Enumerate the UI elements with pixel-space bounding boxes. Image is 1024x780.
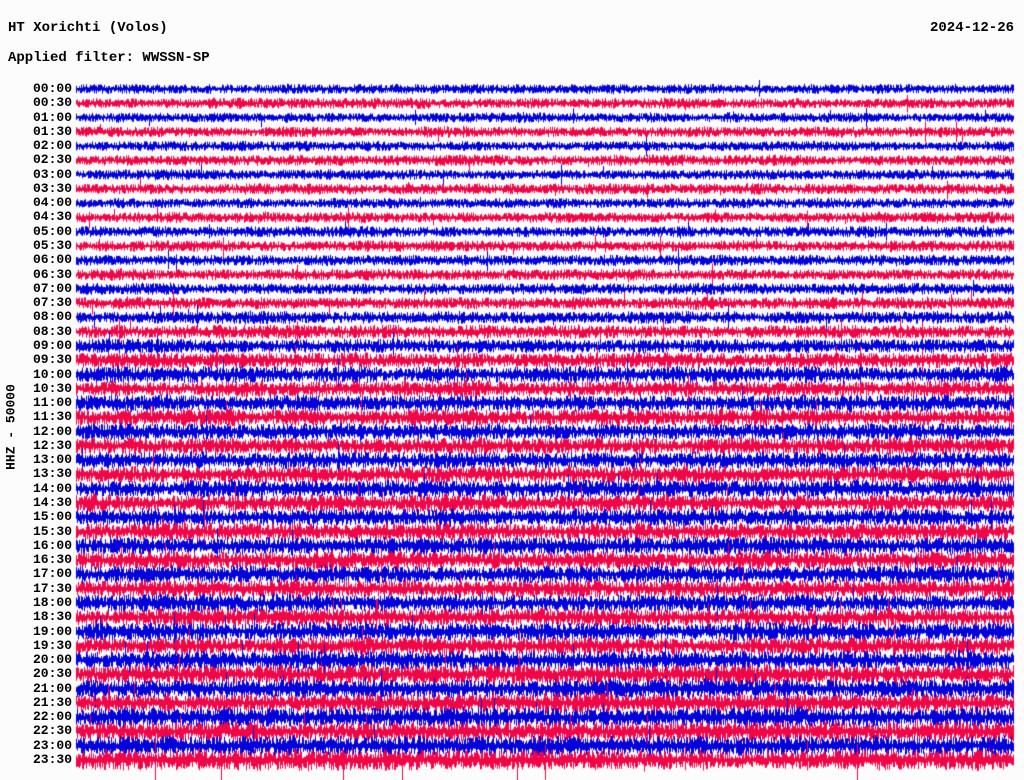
time-label: 12:00 [32, 423, 72, 439]
time-label: 10:00 [32, 366, 72, 382]
time-label: 16:00 [32, 537, 72, 553]
time-label: 17:00 [32, 566, 72, 582]
time-label: 13:00 [32, 452, 72, 468]
time-label: 20:30 [32, 666, 72, 682]
time-label: 06:00 [32, 252, 72, 268]
time-label: 08:30 [32, 323, 72, 339]
time-label: 22:00 [32, 709, 72, 725]
time-label-column: 00:00 00:30 01:00 01:30 02:00 02:30 03:00 03:30… [0, 0, 72, 780]
time-label: 07:30 [32, 295, 72, 311]
time-label: 10:30 [32, 380, 72, 396]
time-label: 19:00 [32, 623, 72, 639]
time-label: 04:00 [32, 195, 72, 211]
time-label: 21:00 [32, 680, 72, 696]
time-label: 01:30 [32, 123, 72, 139]
time-label: 06:30 [32, 266, 72, 282]
time-label: 03:30 [32, 180, 72, 196]
time-label: 03:00 [32, 166, 72, 182]
time-label: 17:30 [32, 580, 72, 596]
time-label: 13:30 [32, 466, 72, 482]
time-label: 22:30 [32, 723, 72, 739]
time-label: 18:30 [32, 609, 72, 625]
time-label: 05:30 [32, 238, 72, 254]
time-label: 19:30 [32, 637, 72, 653]
time-label: 05:00 [32, 223, 72, 239]
time-label: 07:00 [32, 280, 72, 296]
time-label: 11:00 [32, 395, 72, 411]
time-label: 14:00 [32, 480, 72, 496]
time-label: 23:00 [32, 737, 72, 753]
time-label: 00:30 [32, 95, 72, 111]
time-label: 08:00 [32, 309, 72, 325]
time-label: 15:30 [32, 523, 72, 539]
time-label: 04:30 [32, 209, 72, 225]
time-label: 01:00 [32, 109, 72, 125]
time-label: 09:30 [32, 352, 72, 368]
time-label: 14:30 [32, 495, 72, 511]
time-label: 20:00 [32, 652, 72, 668]
time-label: 23:30 [32, 752, 72, 767]
time-label: 16:30 [32, 552, 72, 568]
time-label: 18:00 [32, 594, 72, 610]
time-label: 21:30 [32, 694, 72, 710]
time-label: 00:00 [32, 81, 72, 96]
time-label: 12:30 [32, 437, 72, 453]
time-label: 15:00 [32, 509, 72, 525]
time-label: 02:00 [32, 138, 72, 154]
time-label: 11:30 [32, 409, 72, 425]
time-label: 02:30 [32, 152, 72, 168]
time-label: 09:00 [32, 337, 72, 353]
